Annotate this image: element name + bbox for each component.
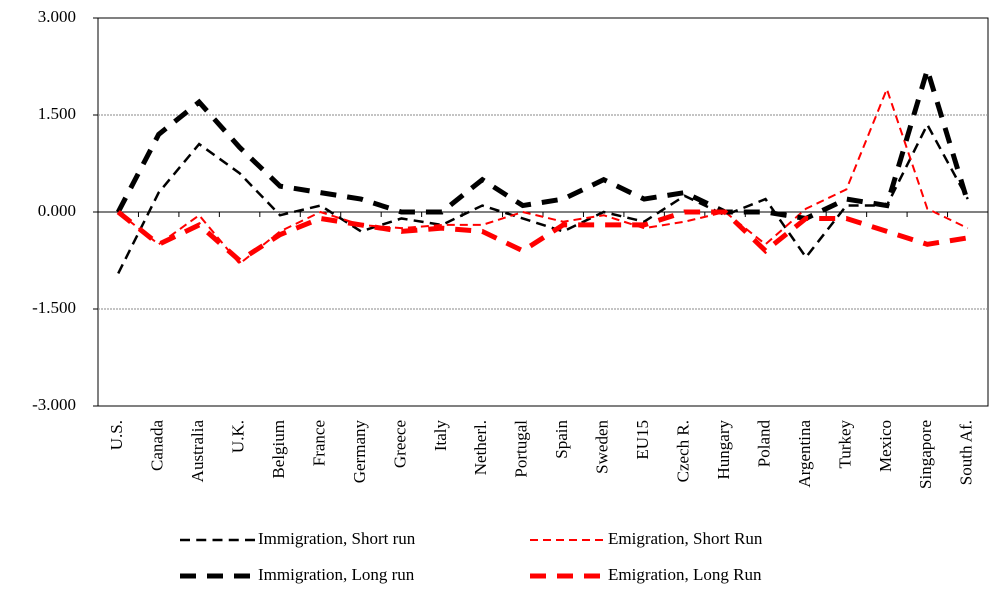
x-tick-label: Argentina: [795, 420, 814, 488]
x-tick-label: Czech R.: [673, 420, 692, 482]
x-tick-label: France: [309, 420, 328, 466]
x-tick-label: Mexico: [876, 420, 895, 472]
legend-label: Emigration, Short Run: [608, 529, 763, 548]
x-tick-label: Canada: [148, 420, 167, 471]
y-tick-label: -1.500: [32, 298, 76, 317]
x-tick-label: Singapore: [916, 420, 935, 489]
x-tick-label: U.K.: [228, 420, 247, 453]
x-tick-label: Sweden: [593, 420, 612, 474]
x-tick-label: Greece: [390, 420, 409, 468]
series-line: [117, 86, 969, 266]
x-tick-label: Hungary: [714, 420, 733, 480]
legend-label: Immigration, Short run: [258, 529, 416, 548]
x-tick-label: Portugal: [512, 420, 531, 478]
x-tick-label: EU15: [633, 420, 652, 460]
y-tick-label: 1.500: [38, 104, 76, 123]
series-line: [117, 121, 969, 274]
x-tick-label: Turkey: [835, 420, 854, 469]
x-tick-label: U.S.: [107, 420, 126, 450]
x-tick-label: Germany: [350, 420, 369, 484]
y-tick-label: 0.000: [38, 201, 76, 220]
series-line: [116, 209, 969, 264]
x-tick-label: Netherl.: [471, 420, 490, 475]
legend-label: Emigration, Long Run: [608, 565, 762, 584]
x-tick-label: Italy: [431, 420, 450, 452]
x-tick-label: South Af.: [957, 420, 976, 485]
x-tick-label: Poland: [754, 420, 773, 468]
y-tick-label: 3.000: [38, 7, 76, 26]
x-tick-label: Australia: [188, 420, 207, 483]
y-tick-label: -3.000: [32, 395, 76, 414]
x-tick-label: Spain: [552, 420, 571, 459]
legend-label: Immigration, Long run: [258, 565, 415, 584]
series-line: [116, 61, 971, 222]
x-tick-label: Belgium: [269, 420, 288, 479]
